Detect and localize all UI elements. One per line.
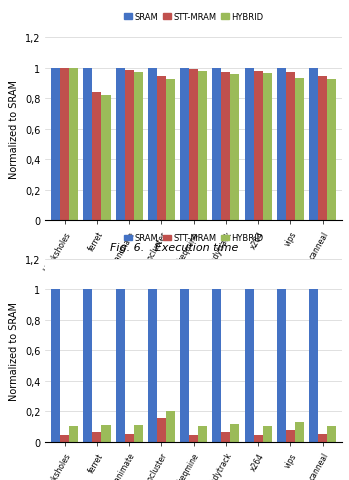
Bar (318, 77, 327, 221)
Bar (230, 424, 239, 442)
Bar (221, 72, 230, 221)
Bar (277, 289, 286, 442)
Bar (263, 426, 272, 442)
Bar (309, 289, 318, 442)
Bar (116, 289, 125, 442)
Bar (134, 425, 143, 442)
Bar (51, 69, 60, 221)
Bar (60, 69, 69, 221)
Bar (295, 422, 304, 442)
Bar (263, 73, 272, 221)
Text: Fig. 6.   Execution time: Fig. 6. Execution time (110, 242, 239, 252)
Bar (92, 92, 102, 221)
Bar (180, 69, 189, 221)
Bar (102, 96, 111, 221)
Legend: SRAM, STT-MRAM, HYBRID: SRAM, STT-MRAM, HYBRID (120, 230, 267, 246)
Bar (148, 289, 157, 442)
Legend: SRAM, STT-MRAM, HYBRID: SRAM, STT-MRAM, HYBRID (120, 10, 267, 25)
Bar (125, 434, 134, 442)
Bar (157, 77, 166, 221)
Bar (286, 72, 295, 221)
Bar (51, 289, 60, 442)
Bar (92, 432, 102, 442)
Bar (295, 79, 304, 221)
Bar (318, 434, 327, 442)
Bar (286, 430, 295, 442)
Bar (180, 289, 189, 442)
Bar (83, 289, 92, 442)
Bar (116, 69, 125, 221)
Bar (213, 69, 221, 221)
Bar (245, 69, 254, 221)
Bar (198, 72, 207, 221)
Bar (166, 411, 175, 442)
Bar (254, 435, 263, 442)
Bar (277, 69, 286, 221)
Bar (213, 289, 221, 442)
Bar (125, 71, 134, 221)
Bar (134, 72, 143, 221)
Bar (327, 80, 336, 221)
Bar (254, 72, 263, 221)
Bar (198, 426, 207, 442)
Bar (189, 435, 198, 442)
Bar (148, 69, 157, 221)
Bar (102, 425, 111, 442)
Y-axis label: Normalized to SRAM: Normalized to SRAM (9, 301, 20, 400)
Bar (83, 69, 92, 221)
Bar (157, 418, 166, 442)
Bar (189, 70, 198, 221)
Bar (309, 69, 318, 221)
Bar (166, 80, 175, 221)
Bar (69, 426, 78, 442)
Bar (221, 432, 230, 442)
Bar (327, 426, 336, 442)
Bar (245, 289, 254, 442)
Bar (230, 75, 239, 221)
Y-axis label: Normalized to SRAM: Normalized to SRAM (9, 80, 20, 179)
Bar (69, 69, 78, 221)
Bar (60, 435, 69, 442)
